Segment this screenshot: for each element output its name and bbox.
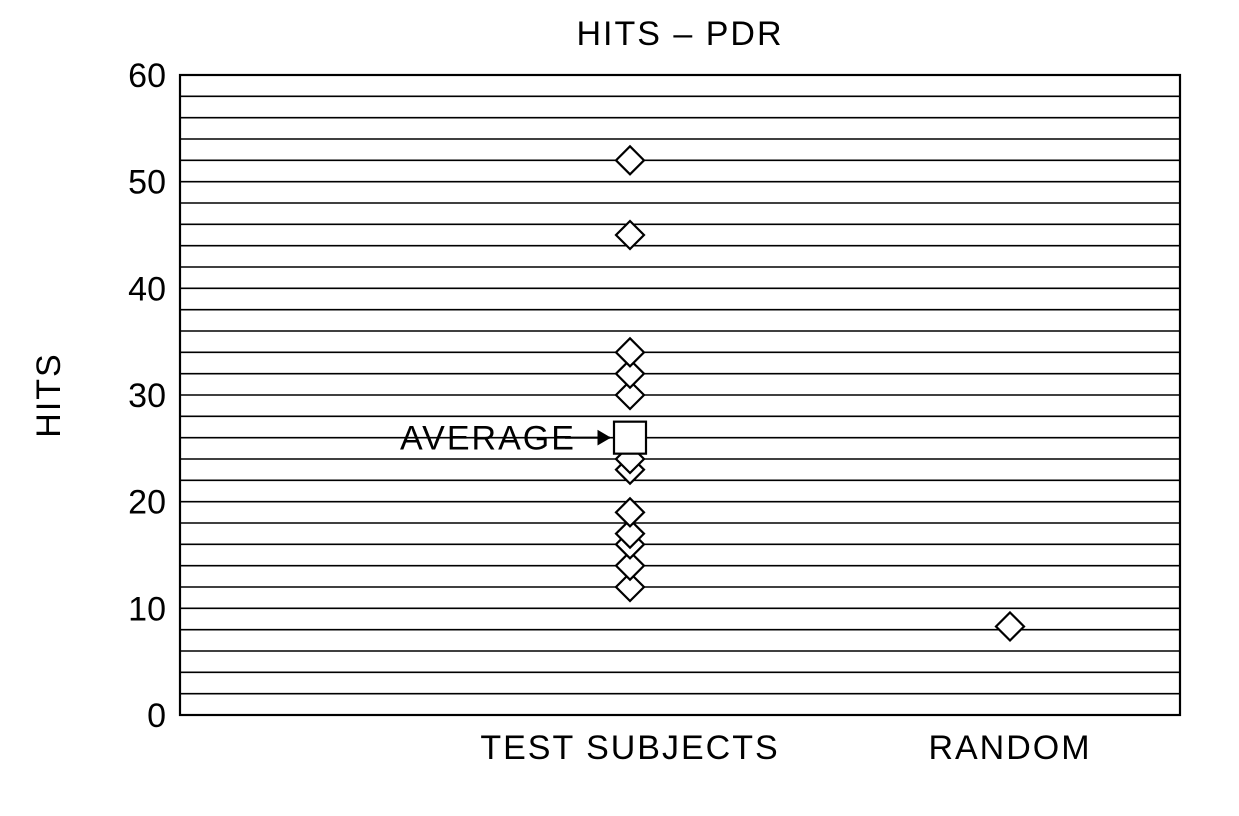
y-axis-label: HITS bbox=[30, 352, 68, 437]
y-tick-label: 60 bbox=[128, 57, 166, 95]
chart-title: HITS – PDR bbox=[576, 15, 783, 53]
y-tick-label: 0 bbox=[147, 697, 166, 735]
y-tick-label: 40 bbox=[128, 270, 166, 308]
y-tick-label: 50 bbox=[128, 164, 166, 202]
average-marker bbox=[614, 422, 646, 454]
x-category-label: TEST SUBJECTS bbox=[480, 729, 779, 767]
y-tick-label: 20 bbox=[128, 484, 166, 522]
y-tick-label: 10 bbox=[128, 590, 166, 628]
x-category-label: RANDOM bbox=[928, 729, 1091, 767]
chart-canvas: HITS – PDR HITS 0 10 20 30 40 50 60 TEST SUBJECTS… bbox=[0, 0, 1239, 816]
average-label: AVERAGE bbox=[400, 420, 576, 458]
y-tick-label: 30 bbox=[128, 377, 166, 415]
